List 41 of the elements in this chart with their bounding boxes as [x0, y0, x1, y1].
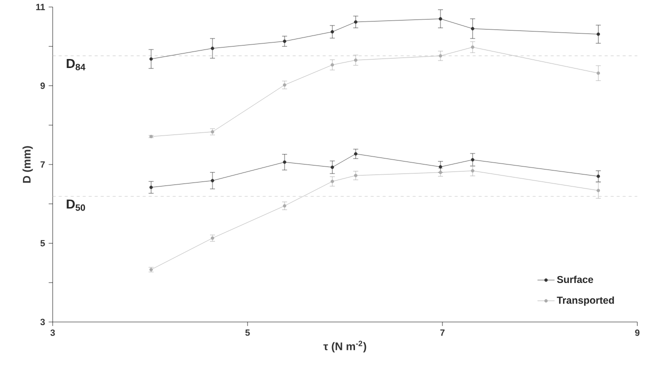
legend-label: Surface — [557, 276, 594, 284]
point — [470, 26, 474, 30]
point — [470, 158, 474, 162]
x-axis-title: τ (N m$^{-2}$) — [323, 340, 366, 352]
point — [354, 20, 358, 24]
point — [438, 54, 442, 58]
point — [149, 186, 153, 190]
point — [470, 169, 474, 172]
x-tick-label: 9 — [635, 330, 640, 336]
point — [596, 32, 600, 36]
x-tick-label: 3 — [50, 330, 55, 336]
y-tick-label: 3 — [40, 318, 45, 326]
x-tick-label: 5 — [245, 330, 250, 336]
point — [438, 17, 442, 21]
x-tick-label: 7 — [440, 330, 445, 336]
point — [210, 178, 214, 182]
y-tick-label: 7 — [40, 161, 45, 168]
legend-label: Transported — [556, 296, 614, 306]
point — [330, 180, 334, 184]
point — [282, 83, 286, 87]
point — [596, 174, 600, 178]
ref-line-label: D$_{84}$ — [66, 59, 86, 70]
point — [438, 165, 442, 169]
point — [354, 174, 358, 178]
point — [470, 45, 474, 49]
point — [330, 63, 334, 67]
point — [210, 46, 214, 50]
y-tick-label: 5 — [40, 240, 45, 246]
point — [596, 188, 600, 192]
point — [282, 40, 286, 43]
point — [282, 160, 286, 164]
point — [354, 58, 358, 62]
y-tick-label: 9 — [40, 82, 45, 89]
point — [149, 57, 153, 61]
point — [330, 30, 334, 34]
point — [330, 166, 334, 169]
point — [354, 152, 358, 156]
point — [596, 71, 600, 75]
y-tick-label: 11 — [36, 4, 45, 10]
y-axis-title: D (mm) — [22, 146, 33, 183]
ref-line-label: D$_{50}$ — [66, 200, 86, 211]
